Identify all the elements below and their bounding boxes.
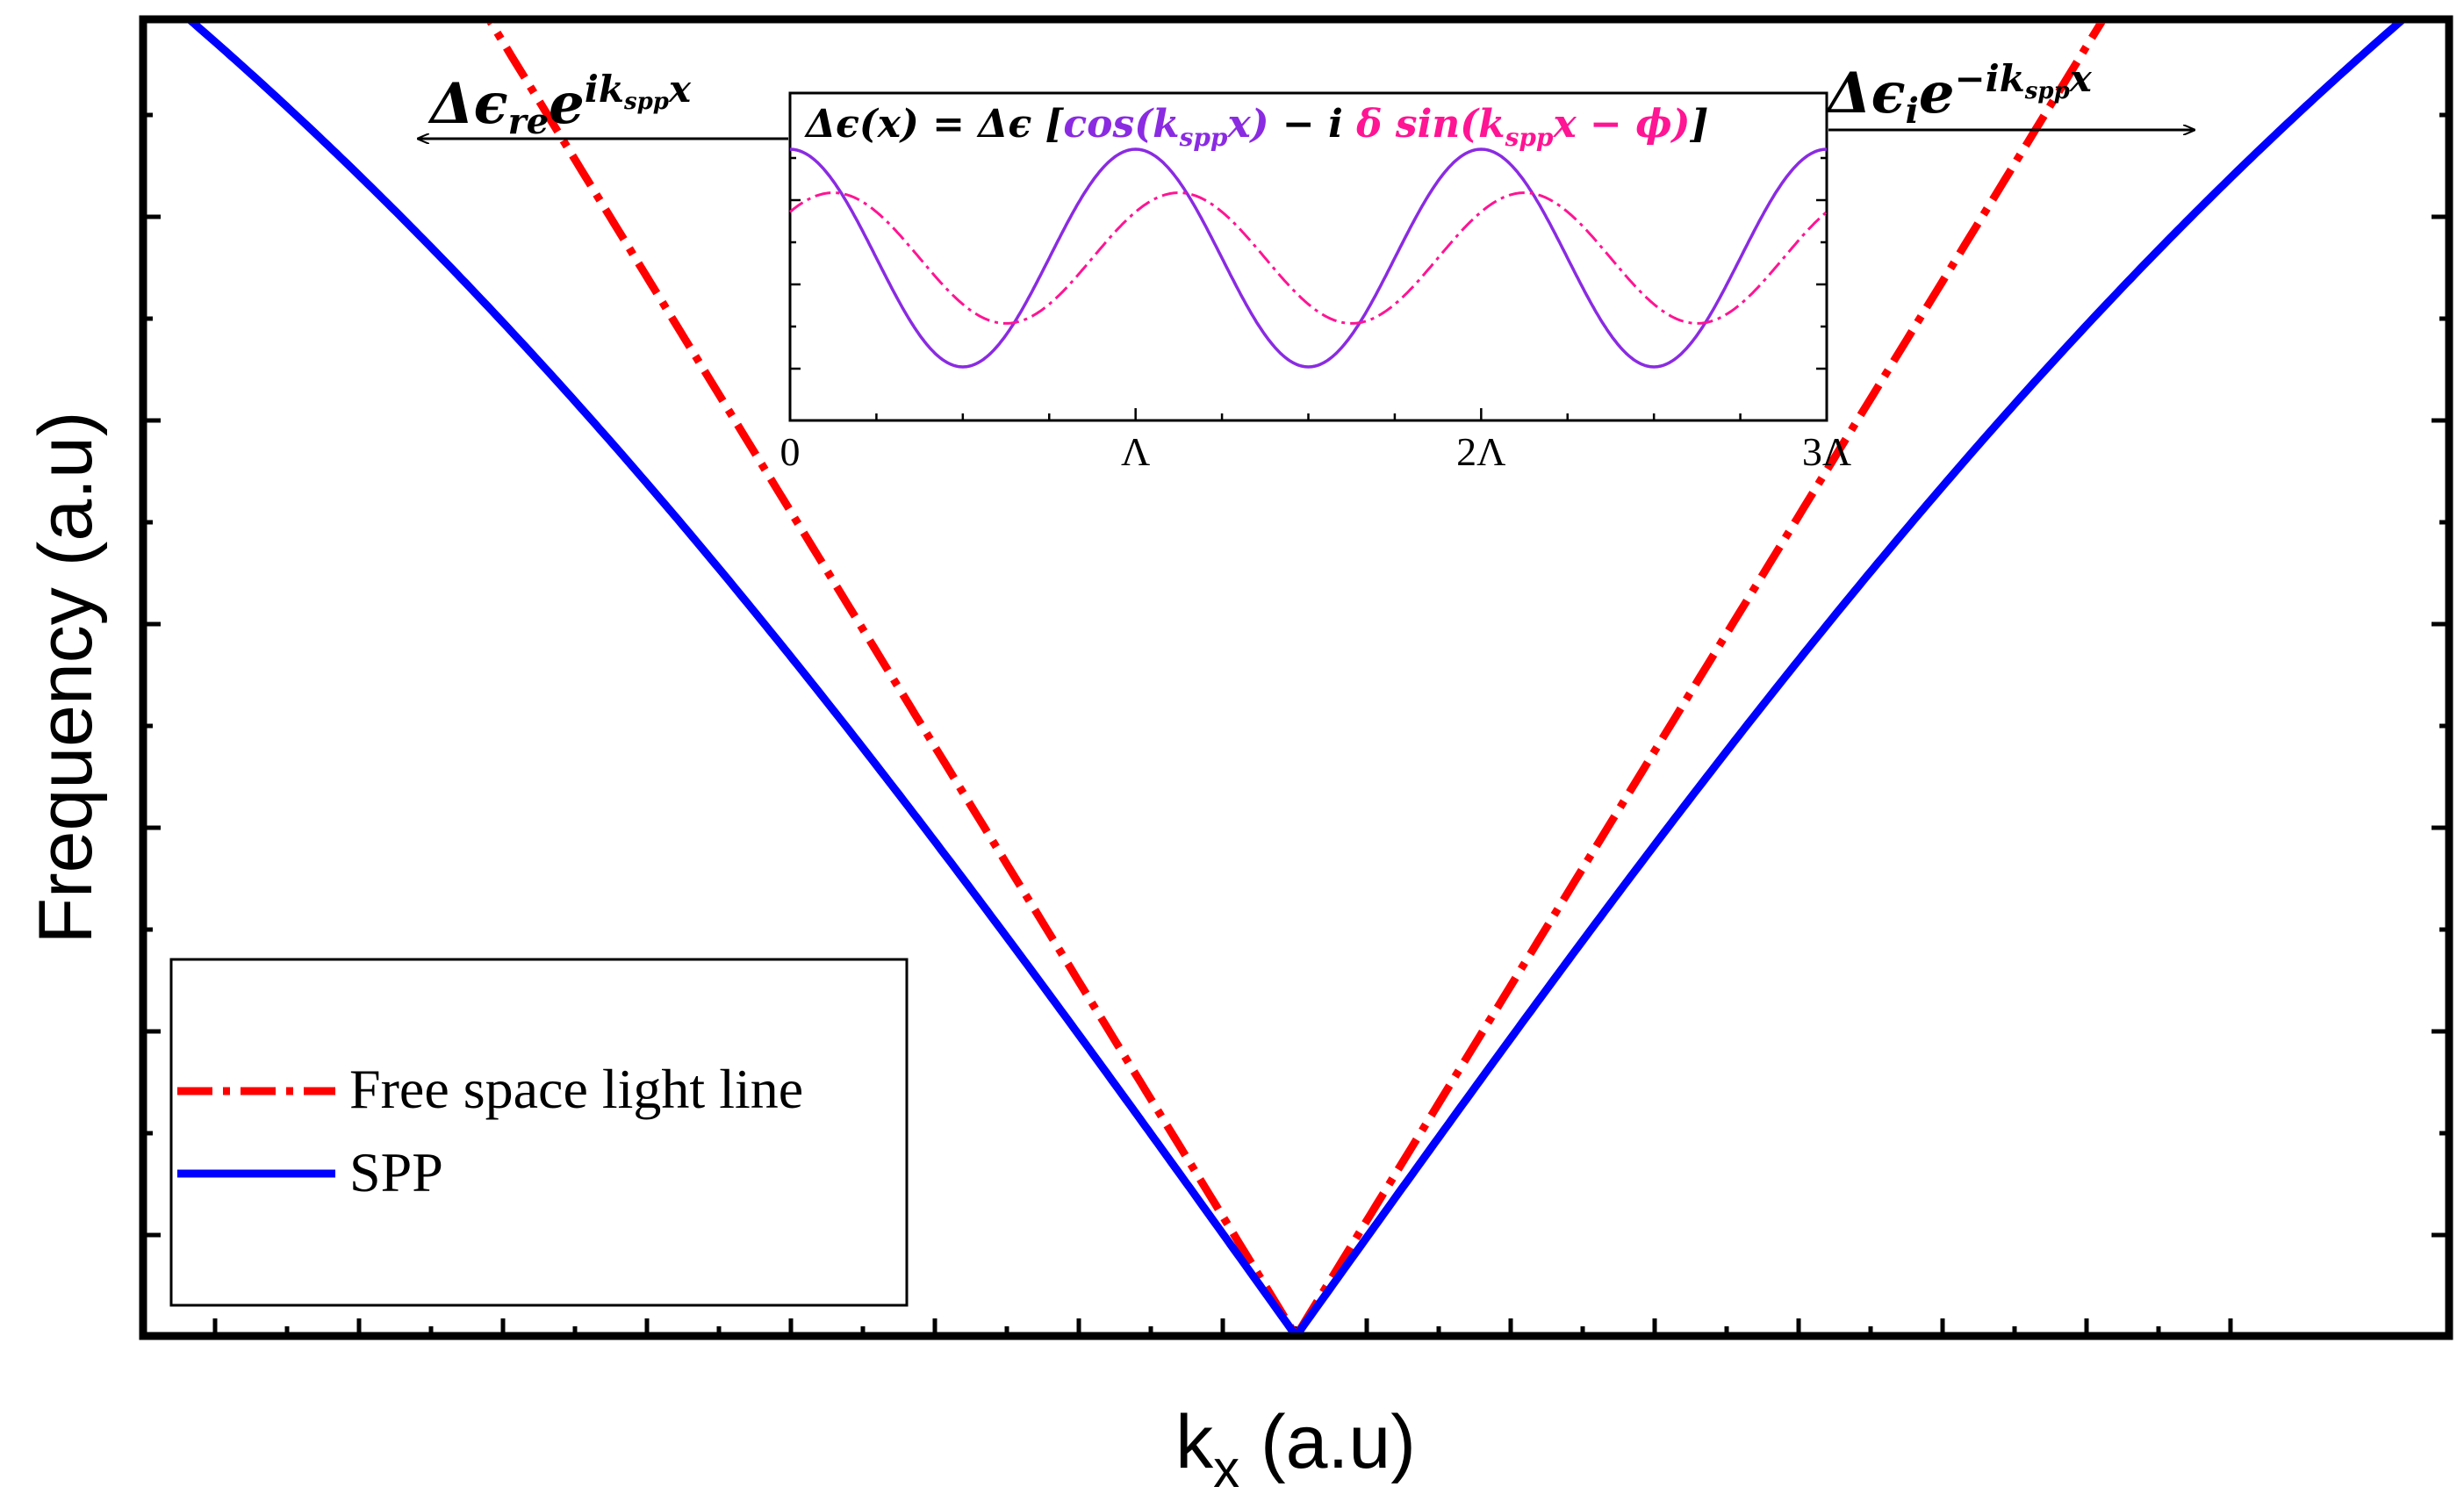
x-axis-title-sub: x xyxy=(1213,1440,1239,1498)
formula-lhs: Δϵ(x) = Δϵ [ xyxy=(804,102,1065,147)
inset-series xyxy=(789,147,1828,369)
legend: Free space light line SPP xyxy=(169,958,909,1307)
formula-mid: − i xyxy=(1269,102,1357,147)
left-arrow-sup: ik xyxy=(585,68,624,111)
inset-x-tick-label: 2Λ xyxy=(1456,429,1505,474)
left-arrow-sub: re xyxy=(508,101,550,142)
inset-series-cos xyxy=(789,147,1828,369)
y-axis-title: Frequency (a.u) xyxy=(24,411,108,944)
formula-sin: δ sin(k xyxy=(1355,102,1505,147)
right-arrow-sup: −ik xyxy=(1955,57,2025,100)
series-spp xyxy=(187,23,2405,1332)
left-arrow-label: Δϵreeiksppx xyxy=(427,68,692,142)
legend-label-spp: SPP xyxy=(349,1141,443,1203)
left-arrow-sup-sub: spp xyxy=(623,89,669,115)
right-arrow-label: Δϵie−iksppx xyxy=(1825,57,2093,132)
inset-x-tick-label: 3Λ xyxy=(1802,429,1851,474)
inset-formula: Δϵ(x) = Δϵ [cos(ksppx) − i δ sin(ksppx −… xyxy=(804,102,1708,152)
x-axis-title: kx (a.u) xyxy=(1175,1400,1416,1498)
legend-frame xyxy=(169,958,909,1307)
left-arrow-e: e xyxy=(549,71,585,137)
right-arrow-delta: Δϵ xyxy=(1825,61,1906,126)
main-ticks xyxy=(143,112,2449,1336)
main-series xyxy=(187,23,2405,1332)
formula-cos: cos(k xyxy=(1063,102,1179,147)
formula-sin-tail: x − ϕ) xyxy=(1553,102,1691,147)
right-arrow-sup-tail: x xyxy=(2069,57,2093,100)
formula-cos-tail: x) xyxy=(1227,102,1269,147)
formula-sin-sub: spp xyxy=(1505,123,1554,152)
formula-cos-sub: spp xyxy=(1179,123,1228,152)
x-axis-title-unit: (a.u) xyxy=(1239,1400,1416,1484)
right-arrow-e: e xyxy=(1919,61,1955,126)
formula-rhs: ] xyxy=(1689,102,1708,147)
inset-x-tick-label: Λ xyxy=(1121,429,1150,474)
inset-series-sin xyxy=(789,191,1828,325)
right-arrow-sub: i xyxy=(1906,90,1919,132)
inset-x-tick-label: 0 xyxy=(780,429,801,474)
legend-label-light-line: Free space light line xyxy=(349,1058,803,1120)
x-axis-title-main: k xyxy=(1175,1400,1214,1484)
inset-ticks: 0 Λ 2Λ 3Λ xyxy=(780,156,1851,474)
left-arrow-sup-tail: x xyxy=(668,68,692,111)
right-arrow-sup-sub: spp xyxy=(2024,78,2070,104)
inset-plot: 0 Λ 2Λ 3Λ xyxy=(780,91,1851,474)
series-light-line xyxy=(486,23,2106,1332)
left-arrow-delta: Δϵ xyxy=(427,71,508,137)
